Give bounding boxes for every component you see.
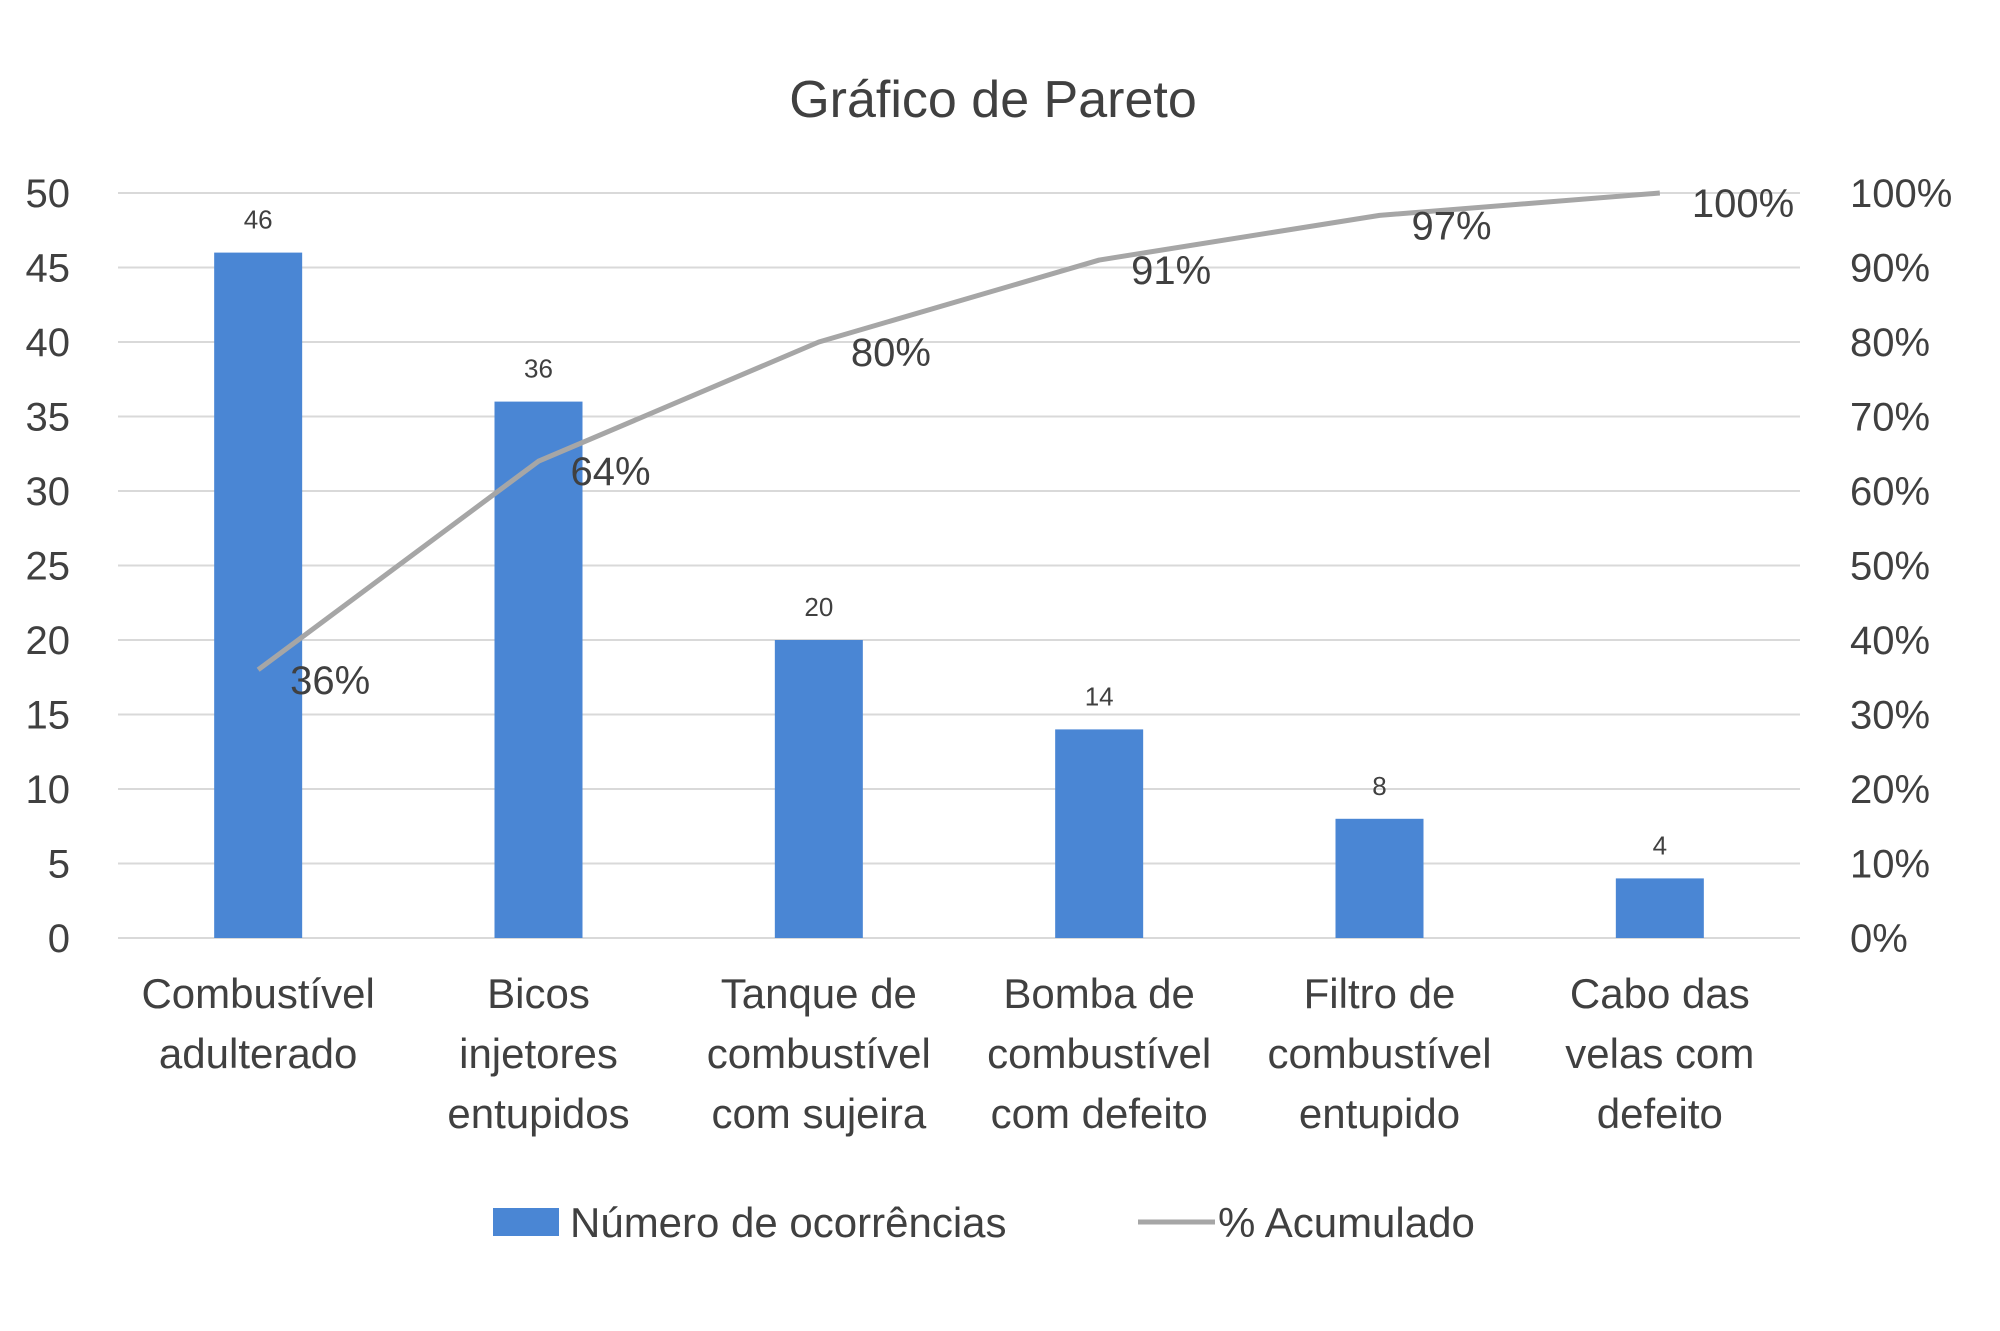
y-right-tick-label: 0% — [1850, 917, 1908, 961]
bar — [1335, 818, 1424, 938]
line-value-label: 80% — [851, 331, 931, 375]
legend-bar-label: Número de ocorrências — [570, 1199, 1007, 1246]
category-label-line: Filtro de — [1304, 970, 1456, 1017]
bar — [1615, 878, 1704, 938]
category-label: Bicos injetores entupidos — [447, 970, 629, 1137]
y-right-tick-label: 60% — [1850, 470, 1930, 514]
y-left-tick-label: 25 — [26, 545, 71, 589]
bar — [214, 252, 303, 939]
y-right-tick-label: 20% — [1850, 768, 1930, 812]
y-right-tick-label: 90% — [1850, 247, 1930, 291]
category-label-line: adulterado — [159, 1030, 358, 1077]
category-label-line: combustível — [707, 1030, 931, 1077]
category-label-line: injetores — [459, 1030, 618, 1077]
line-value-label: 97% — [1412, 204, 1492, 248]
y-left-tick-label: 5 — [48, 843, 70, 887]
category-label: Filtro de combustível entupido — [1267, 970, 1491, 1137]
line-value-label: 64% — [571, 450, 651, 494]
bar-value-label: 4 — [1653, 830, 1667, 860]
right-axis-ticks: 0% 10% 20% 30% 40% 50% 60% 70% 80% 90% 100% — [1850, 172, 1952, 961]
category-label-line: entupido — [1299, 1090, 1460, 1137]
category-label-line: defeito — [1597, 1090, 1723, 1137]
cumulative-line-series — [256, 190, 1661, 672]
y-right-tick-label: 10% — [1850, 843, 1930, 887]
category-axis-labels: Combustível adulterado Bicos injetores entup… — [141, 970, 1754, 1137]
y-right-tick-label: 50% — [1850, 545, 1930, 589]
category-label-line: com sujeira — [711, 1090, 926, 1137]
category-label: Cabo das velas com defeito — [1565, 970, 1754, 1137]
category-label: Bomba de combustível com defeito — [987, 970, 1211, 1137]
legend-line-label: % Acumulado — [1218, 1199, 1475, 1246]
y-right-tick-label: 70% — [1850, 396, 1930, 440]
category-label-line: entupidos — [447, 1090, 629, 1137]
y-right-tick-label: 30% — [1850, 694, 1930, 738]
line-value-label: 36% — [290, 659, 370, 703]
y-left-tick-label: 10 — [26, 768, 71, 812]
bar-data-labels: 46 36 20 14 8 4 — [244, 205, 1667, 861]
category-label-line: combustível — [1267, 1030, 1491, 1077]
line-data-labels: 36% 64% 80% 91% 97% 100% — [290, 182, 1794, 703]
y-left-tick-label: 40 — [26, 321, 71, 365]
category-label-line: velas com — [1565, 1030, 1754, 1077]
category-label-line: combustível — [987, 1030, 1211, 1077]
category-label-line: Bomba de — [1003, 970, 1194, 1017]
legend: Número de ocorrências % Acumulado — [493, 1199, 1475, 1246]
bar — [1055, 729, 1144, 938]
gridlines — [118, 192, 1800, 939]
y-right-tick-label: 100% — [1850, 172, 1952, 216]
legend-bar-swatch — [493, 1208, 559, 1236]
bar — [494, 401, 583, 939]
y-left-tick-label: 0 — [48, 917, 70, 961]
y-right-tick-label: 80% — [1850, 321, 1930, 365]
bar — [774, 640, 863, 938]
bar-value-label: 36 — [524, 354, 553, 384]
category-label-line: com defeito — [991, 1090, 1208, 1137]
bar-value-label: 20 — [804, 592, 833, 622]
category-label-line: Combustível — [141, 970, 374, 1017]
y-left-tick-label: 35 — [26, 396, 71, 440]
bar-value-label: 46 — [244, 205, 273, 235]
y-left-tick-label: 50 — [26, 172, 71, 216]
category-label: Tanque de combustível com sujeira — [707, 970, 931, 1137]
left-axis-ticks: 0 5 10 15 20 25 30 35 40 45 50 — [26, 172, 71, 961]
y-left-tick-label: 20 — [26, 619, 71, 663]
y-left-tick-label: 15 — [26, 694, 71, 738]
y-left-tick-label: 45 — [26, 247, 71, 291]
category-label-line: Cabo das — [1570, 970, 1750, 1017]
bar-value-label: 14 — [1085, 681, 1114, 711]
y-right-tick-label: 40% — [1850, 619, 1930, 663]
category-label-line: Bicos — [487, 970, 590, 1017]
bar-value-label: 8 — [1372, 771, 1386, 801]
y-left-tick-label: 30 — [26, 470, 71, 514]
category-label: Combustível adulterado — [141, 970, 374, 1077]
bar-series — [214, 252, 1704, 939]
line-value-label: 91% — [1131, 249, 1211, 293]
chart-title: Gráfico de Pareto — [789, 71, 1197, 129]
category-label-line: Tanque de — [721, 970, 917, 1017]
cumulative-line — [256, 190, 1661, 672]
line-value-label: 100% — [1692, 182, 1794, 226]
